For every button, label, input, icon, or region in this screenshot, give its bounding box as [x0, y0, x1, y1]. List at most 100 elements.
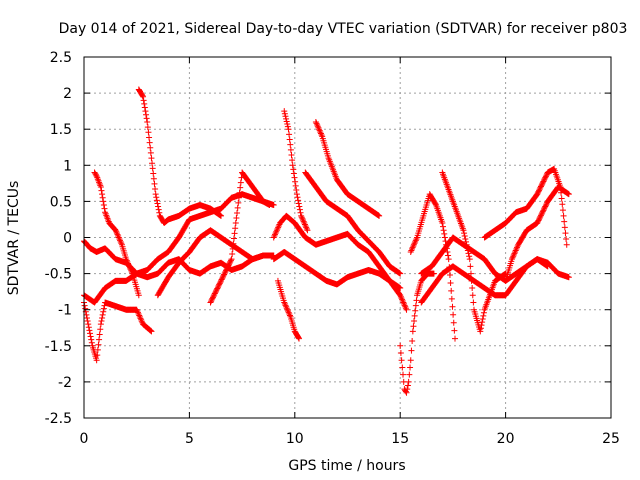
series-arc-6	[154, 227, 267, 299]
data-point	[226, 259, 233, 266]
data-point	[209, 295, 216, 302]
data-point	[289, 157, 296, 164]
x-tick-label: 25	[602, 431, 620, 447]
data-point	[292, 182, 299, 189]
data-point	[125, 261, 132, 268]
plot-frame	[83, 56, 612, 419]
data-point	[218, 277, 225, 284]
data-point	[138, 316, 145, 323]
data-point	[287, 141, 294, 148]
data-point	[538, 211, 545, 218]
data-point	[116, 235, 123, 242]
data-point	[411, 312, 418, 319]
data-point	[227, 258, 234, 265]
data-point	[462, 235, 469, 242]
data-point	[413, 297, 420, 304]
data-point	[397, 285, 404, 292]
data-point	[510, 253, 517, 260]
data-point	[441, 230, 448, 237]
data-point	[537, 184, 544, 191]
data-point	[223, 266, 230, 273]
data-point	[408, 347, 415, 354]
data-point	[562, 230, 569, 237]
data-point	[294, 194, 301, 201]
data-point	[155, 206, 162, 213]
data-point	[412, 307, 419, 314]
data-point	[150, 170, 157, 177]
data-point	[477, 328, 484, 335]
data-point	[397, 270, 404, 277]
data-point	[281, 300, 288, 307]
data-point	[563, 241, 570, 248]
data-point	[290, 166, 297, 173]
data-point	[537, 183, 544, 190]
data-point	[155, 203, 162, 210]
data-point	[508, 256, 515, 263]
data-point	[470, 299, 477, 306]
data-point	[98, 187, 105, 194]
data-point	[229, 245, 236, 252]
data-point	[296, 203, 303, 210]
data-point	[237, 179, 244, 186]
y-axis-label: SDTVAR / TECUs	[6, 181, 22, 296]
data-point	[133, 306, 140, 313]
data-point	[229, 251, 236, 258]
data-point	[291, 174, 298, 181]
data-point	[409, 244, 416, 251]
data-point	[412, 238, 419, 245]
data-point	[399, 364, 406, 371]
data-point	[409, 337, 416, 344]
data-point	[314, 123, 321, 130]
y-tick-label: 1.5	[50, 122, 72, 138]
data-point	[95, 341, 102, 348]
data-point	[99, 314, 106, 321]
data-point	[228, 256, 235, 263]
data-point	[447, 279, 454, 286]
data-point	[405, 378, 412, 385]
data-point	[221, 270, 228, 277]
data-point	[468, 277, 475, 284]
data-point	[539, 208, 546, 215]
data-point	[140, 93, 147, 100]
data-point	[127, 266, 134, 273]
data-point	[98, 318, 105, 325]
data-point	[224, 263, 231, 270]
x-tick-label: 5	[185, 431, 194, 447]
data-point	[97, 326, 104, 333]
data-point	[236, 189, 243, 196]
data-point	[152, 186, 159, 193]
data-point	[142, 108, 149, 115]
data-point	[316, 127, 323, 134]
data-point	[207, 299, 214, 306]
data-point	[317, 129, 324, 136]
data-point	[220, 272, 227, 279]
data-point	[230, 240, 237, 247]
data-point	[260, 252, 267, 259]
data-point	[123, 257, 130, 264]
data-point	[450, 311, 457, 318]
data-point	[88, 339, 95, 346]
data-point	[214, 284, 221, 291]
y-tick-label: -1.5	[45, 339, 72, 355]
data-point	[212, 289, 219, 296]
data-point	[543, 200, 550, 207]
data-point	[143, 115, 150, 122]
data-point	[410, 243, 417, 250]
data-point	[404, 386, 411, 393]
data-point	[211, 290, 218, 297]
grid	[84, 57, 611, 418]
series-arc-11	[270, 248, 404, 292]
data-point	[208, 298, 215, 305]
data-point	[541, 175, 548, 182]
data-point	[411, 318, 418, 325]
data-point	[138, 318, 145, 325]
data-point	[153, 194, 160, 201]
data-point	[539, 179, 546, 186]
data-point	[432, 200, 439, 207]
data-point	[234, 204, 241, 211]
data-point	[275, 224, 282, 231]
data-point	[143, 111, 150, 118]
data-point	[560, 212, 567, 219]
data-point	[283, 115, 290, 122]
